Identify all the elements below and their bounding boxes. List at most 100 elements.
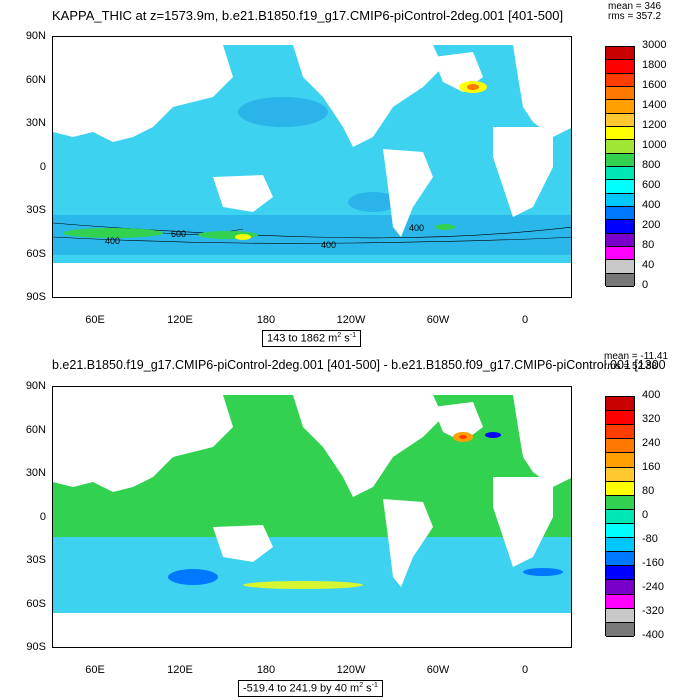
top-panel-title: KAPPA_THIC at z=1573.9m, b.e21.B1850.f19… [52,8,564,23]
colorbar-swatch [606,594,634,609]
colorbar-swatch [606,140,634,154]
colorbar-swatch [606,580,634,595]
top-high-patch [63,228,163,238]
bottom-land-africa [493,477,553,567]
colorbar-swatch [606,397,634,412]
top-contour-label: 400 [409,223,424,233]
colorbar-swatch [606,86,634,101]
colorbar-label: 1200 [642,119,667,131]
colorbar-swatch [606,260,634,274]
colorbar-swatch [606,566,634,581]
top-map-frame: 600 400 400 400 [52,36,572,298]
bottom-range-text: -519.4 to 241.9 by 40 m [243,682,360,695]
colorbar-swatch [606,481,634,496]
colorbar-label: 240 [642,437,661,449]
top-lon-label: 120E [167,314,193,326]
colorbar-label: 1400 [642,99,667,111]
bottom-lon-label: 0 [521,664,529,676]
bottom-positive-patch [243,581,363,589]
bottom-lat-label: 90S [26,641,46,653]
bottom-map-svg [53,387,571,647]
bottom-range-unit-tail: s [363,682,372,695]
top-contour-line [53,236,571,244]
colorbar-label: 1800 [642,59,667,71]
top-range-box: 143 to 1862 m2 s-1 [262,330,362,347]
colorbar-label: -160 [642,557,665,569]
top-pacific-region [238,97,328,127]
top-lat-label: 60S [26,248,46,260]
colorbar-label: 80 [642,239,655,251]
bottom-lon-label: 120E [167,664,193,676]
bottom-colorbar [605,396,635,637]
colorbar-label: 0 [642,279,649,291]
top-high-patch [435,224,455,230]
top-stats-rms: rms = 357.2 [608,11,662,22]
colorbar-label: 1000 [642,139,667,151]
colorbar-label: 200 [642,219,661,231]
top-range-text: 143 to 1862 m [267,332,338,345]
colorbar-swatch [606,552,634,567]
top-north-atlantic-hotspot [467,84,479,90]
colorbar-label: 400 [642,389,661,401]
bottom-southern-cyan [53,537,571,617]
colorbar-label: 0 [642,509,649,521]
colorbar-label: 40 [642,259,655,271]
top-range-unit-sup2: -1 [349,332,357,339]
top-arctic-land [53,37,571,45]
bottom-panel-title: b.e21.B1850.f19_g17.CMIP6-piControl-2deg… [52,358,666,372]
top-contour-label: 400 [105,236,120,246]
bottom-negative-patch [523,568,563,576]
top-lon-label: 120W [336,314,366,326]
colorbar-label: 800 [642,159,661,171]
colorbar-swatch [606,495,634,510]
colorbar-label: -400 [642,629,665,641]
bottom-land-europe [513,395,571,487]
colorbar-swatch [606,622,634,637]
colorbar-swatch [606,608,634,623]
bottom-land-antarctica [53,613,571,647]
colorbar-swatch [606,100,634,114]
bottom-lon-label: 60W [426,664,450,676]
bottom-lat-label: 30S [26,554,46,566]
colorbar-swatch [606,153,634,167]
top-stats: mean = 346 rms = 357.2 [608,2,661,22]
colorbar-swatch [606,411,634,426]
bottom-range-box: -519.4 to 241.9 by 40 m2 s-1 [238,680,383,697]
top-contour-label: 400 [321,240,336,250]
colorbar-swatch [606,166,634,181]
bottom-lon-label: 120W [336,664,366,676]
colorbar-label: 80 [642,485,655,497]
bottom-land-north-america [293,395,443,497]
bottom-lat-label: 60N [25,424,46,436]
colorbar-swatch [606,193,634,207]
top-high-patch [235,234,251,240]
bottom-lat-label: 30N [25,467,46,479]
bottom-map-frame [52,386,572,648]
colorbar-label: -80 [642,533,658,545]
top-lon-label: 0 [521,314,529,326]
bottom-land-greenland [433,402,483,442]
bottom-arctic-land [53,387,571,395]
colorbar-swatch [606,180,634,194]
colorbar-label: -320 [642,605,665,617]
top-lon-label: 180 [256,314,276,326]
top-land-europe [513,45,571,137]
bottom-range-unit-sup2: -1 [371,682,378,689]
top-land-south-america [383,149,433,237]
bottom-land-australia [213,525,273,562]
top-land-north-america [293,45,443,147]
top-lat-label: 0 [39,161,46,173]
colorbar-label: 600 [642,179,661,191]
bottom-land-eurasia [53,395,233,492]
top-lon-label: 60W [426,314,450,326]
colorbar-swatch [606,439,634,454]
top-colorbar [605,46,635,287]
colorbar-swatch [606,113,634,127]
top-stats-mean: mean = 346 [608,1,662,12]
bottom-stats: mean = -11.41 rms = 52.88 [604,352,668,372]
bottom-lat-label: 60S [26,598,46,610]
top-map-svg: 600 400 400 400 [53,37,571,297]
bottom-north-atlantic-hotspot [459,435,467,439]
top-lat-label: 30S [26,204,46,216]
bottom-land-south-america [383,499,433,587]
